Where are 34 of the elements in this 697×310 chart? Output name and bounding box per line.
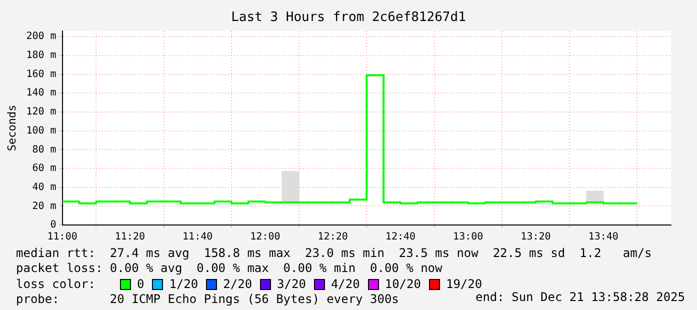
y-tick-label: 140 m xyxy=(26,88,56,99)
y-tick-label: 100 m xyxy=(26,125,56,136)
x-tick-label: 12:20 xyxy=(318,232,348,243)
legend-label: 2/20 xyxy=(223,276,252,292)
x-tick-label: 13:40 xyxy=(588,232,618,243)
y-tick-label: 120 m xyxy=(26,106,56,118)
legend-label: 3/20 xyxy=(277,276,306,292)
text: packet loss: 0.00 % avg 0.00 % max 0.00 % min 0.00 % now xyxy=(16,261,444,277)
x-tick-label: 12:40 xyxy=(385,232,416,243)
y-tick-label: 60 m xyxy=(32,163,56,174)
y-tick-label: 40 m xyxy=(32,182,56,193)
x-tick-label: 12:00 xyxy=(250,232,280,243)
y-tick-label: 0 xyxy=(50,220,56,231)
legend-label: 10/20 xyxy=(384,276,421,292)
text: median rtt: 27.4 ms avg 158.8 ms max 23.0 ms min 23.5 ms now 22.5 ms sd 1.2 am/s xyxy=(16,246,652,262)
legend-label: 4/20 xyxy=(330,276,360,292)
x-tick-label: 13:20 xyxy=(520,232,551,243)
y-axis-title: Seconds xyxy=(5,104,18,152)
y-tick-label: 80 m xyxy=(32,144,56,156)
chart-title: Last 3 Hours from 2c6ef81267d1 xyxy=(230,10,467,25)
x-tick-label: 11:00 xyxy=(47,232,78,243)
y-tick-label: 180 m xyxy=(26,50,56,62)
x-tick-label: 13:00 xyxy=(453,232,484,243)
x-tick-label: 11:40 xyxy=(182,232,213,243)
x-tick-label: 11:20 xyxy=(114,232,145,243)
legend-label: 1/20 xyxy=(169,276,198,292)
y-tick-label: 200 m xyxy=(26,31,56,42)
legend-title: loss color: xyxy=(16,276,96,292)
text: end: Sun Dec 21 13:58:28 2025 xyxy=(475,290,685,304)
legend-label: 19/20 xyxy=(446,276,482,292)
text: probe: 20 ICMP Echo Pings (56 Bytes) every 300s xyxy=(16,292,399,306)
y-tick-label: 160 m xyxy=(26,68,56,80)
legend-label: 0 xyxy=(137,276,144,292)
y-tick-label: 20 m xyxy=(32,200,56,212)
